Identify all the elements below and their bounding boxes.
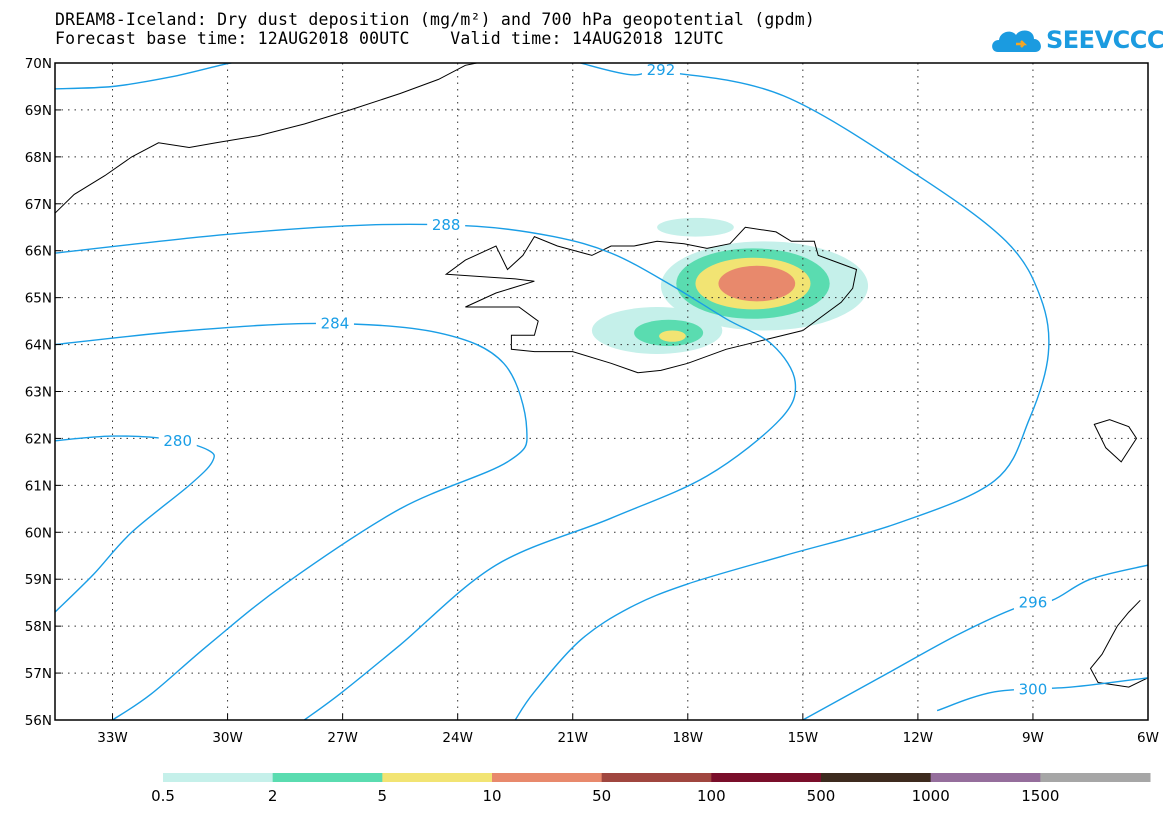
lat-tick-label: 58N — [25, 619, 52, 635]
axis-ticks — [55, 62, 1149, 721]
lon-tick-label: 24W — [442, 730, 473, 746]
lat-tick-label: 56N — [25, 713, 52, 729]
contour-label-288: 288 — [432, 216, 461, 234]
lat-tick-label: 69N — [25, 103, 52, 119]
legend-swatch — [163, 773, 274, 782]
scotland-coastline — [1089, 599, 1148, 688]
contour-label-280: 280 — [163, 432, 192, 450]
lat-tick-label: 60N — [25, 525, 52, 541]
contour-288 — [55, 223, 797, 720]
faroe-coastline — [1093, 419, 1138, 463]
forecast-time-line: Forecast base time: 12AUG2018 00UTC Vali… — [55, 29, 724, 48]
dust-area-5 — [659, 330, 686, 342]
contour-label-bg — [158, 430, 197, 451]
legend-label: 10 — [482, 787, 501, 805]
dust-deposition-layer — [591, 217, 869, 354]
contour-labels: 280 284 288 292 296 300 — [158, 60, 1052, 700]
lat-tick-label: 64N — [25, 338, 52, 354]
color-legend: 0.5 2 5 10 50 100 500 1000 1500 — [151, 773, 1151, 805]
legend-label: 0.5 — [151, 787, 175, 805]
contour-label-bg — [315, 313, 354, 334]
contour-292 — [514, 63, 1050, 720]
legend-swatch — [821, 773, 932, 782]
contour-label-bg — [427, 214, 466, 235]
coastline-layer — [55, 63, 1148, 688]
cloud-icon — [992, 30, 1041, 52]
legend-swatch — [382, 773, 493, 782]
legend-label: 1000 — [912, 787, 950, 805]
contour-label-292: 292 — [647, 61, 676, 79]
geopotential-contours — [55, 63, 1148, 720]
greenland-coastline — [55, 63, 477, 214]
lon-tick-label: 18W — [673, 730, 704, 746]
lon-tick-label: 12W — [903, 730, 934, 746]
lon-tick-label: 15W — [788, 730, 819, 746]
map-title: DREAM8-Iceland: Dry dust deposition (mg/… — [55, 10, 816, 29]
legend-swatch — [601, 773, 712, 782]
lon-tick-label: 6W — [1137, 730, 1159, 746]
contour-292 — [55, 63, 232, 90]
legend-swatch — [492, 773, 603, 782]
lat-tick-label: 70N — [25, 56, 52, 72]
lat-tick-label: 68N — [25, 150, 52, 166]
legend-label: 1500 — [1021, 787, 1059, 805]
lat-tick-label: 66N — [25, 244, 52, 260]
contour-label-bg — [1013, 679, 1052, 700]
lon-tick-label: 27W — [327, 730, 358, 746]
contour-label-284: 284 — [321, 314, 350, 332]
legend-swatch — [272, 773, 383, 782]
contour-284 — [55, 322, 528, 720]
lat-tick-label: 65N — [25, 291, 52, 307]
contour-label-300: 300 — [1019, 680, 1048, 698]
legend-label: 5 — [378, 787, 388, 805]
legend-label: 50 — [592, 787, 611, 805]
legend-swatch — [930, 773, 1041, 782]
contour-label-bg — [1013, 592, 1052, 613]
contour-label-bg — [641, 60, 680, 81]
lon-tick-label: 30W — [212, 730, 243, 746]
contour-280 — [55, 435, 215, 613]
logo-text: SEEVCCC — [1046, 26, 1165, 54]
lat-tick-label: 57N — [25, 666, 52, 682]
lon-tick-label: 21W — [557, 730, 588, 746]
legend-label: 2 — [268, 787, 278, 805]
dust-area-0.5 — [657, 217, 734, 237]
legend-label: 100 — [697, 787, 726, 805]
lon-tick-label: 9W — [1022, 730, 1044, 746]
lat-tick-label: 63N — [25, 385, 52, 401]
lat-tick-label: 62N — [25, 431, 52, 447]
contour-label-296: 296 — [1019, 594, 1048, 612]
iceland-coastline — [444, 226, 858, 374]
legend-label: 500 — [807, 787, 836, 805]
legend-swatch — [1040, 773, 1151, 782]
axis-labels: 33W 30W 27W 24W 21W 18W 15W 12W 9W 6W 56N 57N 58N 59N… — [25, 56, 1159, 746]
lon-tick-label: 33W — [97, 730, 128, 746]
lat-tick-label: 59N — [25, 572, 52, 588]
lat-tick-label: 61N — [25, 478, 52, 494]
contour-296 — [802, 564, 1148, 720]
dust-area-10 — [718, 265, 796, 302]
seevccc-logo: SEEVCCC — [990, 20, 1165, 60]
lat-tick-label: 67N — [25, 197, 52, 213]
legend-swatch — [711, 773, 822, 782]
